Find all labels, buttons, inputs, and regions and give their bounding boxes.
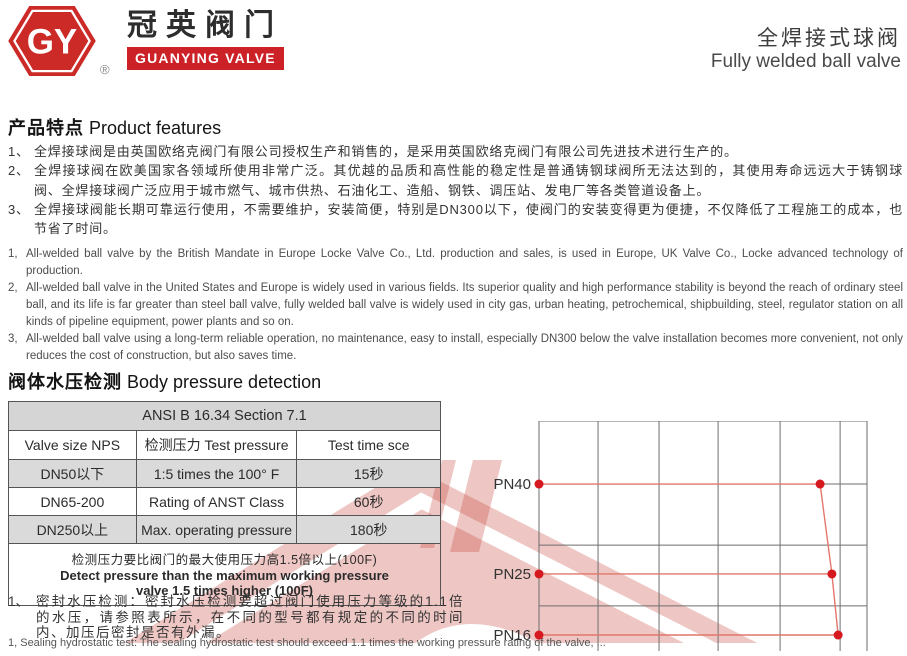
y-axis-tick-label: PN25 (493, 566, 531, 583)
pn-dn-pressure-chart: PN40 PN25 PN16 (493, 420, 873, 651)
table-row: DN65-200 Rating of ANST Class 60秒 (8, 487, 441, 516)
data-point (534, 569, 544, 579)
table-row: DN50以下 1:5 times the 100° F 15秒 (8, 459, 441, 488)
brand-name-chinese: 冠英阀门 (127, 9, 283, 42)
table-cell: DN50以下 (8, 459, 137, 488)
list-item: 2, All-welded ball valve in the United S… (8, 282, 903, 328)
table-header-row: Valve size NPS 检测压力 Test pressure Test t… (8, 430, 441, 460)
product-title-english: Fully welded ball valve (710, 51, 901, 72)
brand-name-english: GUANYING VALVE (127, 47, 284, 70)
chart-svg: PN40 PN25 PN16 (493, 420, 868, 651)
column-header: 检测压力 Test pressure (135, 430, 298, 460)
table-cell: Rating of ANST Class (135, 487, 298, 516)
table-note-english: Detect pressure than the maximum working… (60, 568, 389, 583)
list-item: 3、 全焊接球阀能长期可靠运行使用，不需要维护，安装简便，特别是DN300以下，… (8, 201, 903, 237)
table-cell: 15秒 (296, 459, 441, 488)
svg-text:GY: GY (27, 22, 78, 61)
data-point (534, 630, 544, 640)
data-point (534, 479, 544, 489)
list-item: 2、 全焊接球阀在欧美国家各领域所使用非常广泛。其优越的品质和高性能的稳定性是普… (8, 163, 903, 198)
features-list-chinese: 1、 全焊接球阀是由英国欧络克阀门有限公司授权生产和销售的，是采用英国欧络克阀门… (8, 142, 903, 238)
data-point (827, 569, 837, 579)
table-note-chinese: 检测压力要比阀门的最大使用压力高1.5倍以上(100F) (71, 553, 378, 567)
table-cell: DN65-200 (8, 487, 137, 516)
table-note-english: valve 1.5 times higher (100F) (135, 583, 314, 598)
column-header: Valve size NPS (8, 430, 137, 460)
pn-connector-line (831, 573, 839, 636)
table-note-row: 检测压力要比阀门的最大使用压力高1.5倍以上(100F) Detect pres… (8, 543, 441, 606)
company-logo: GY ® (8, 6, 128, 80)
pn-connector-line (819, 483, 833, 575)
data-point (815, 479, 825, 489)
list-item: 1、 全焊接球阀是由英国欧络克阀门有限公司授权生产和销售的，是采用英国欧络克阀门… (8, 144, 738, 159)
table-cell: Max. operating pressure (135, 515, 298, 544)
table-cell: 1:5 times the 100° F (135, 459, 298, 488)
table-cell: 180秒 (296, 515, 441, 544)
table-cell: DN250以上 (8, 515, 137, 544)
list-item: 1, All-welded ball valve by the British … (8, 248, 903, 277)
section-heading-body-pressure-detection: 阀体水压检测 Body pressure detection (8, 372, 322, 392)
y-axis-tick-label: PN40 (493, 476, 531, 493)
product-title-chinese: 全焊接式球阀 (757, 27, 901, 50)
registered-trademark: ® (100, 62, 110, 77)
table-row: DN250以上 Max. operating pressure 180秒 (8, 515, 441, 544)
list-item: 3, All-welded ball valve using a long-te… (8, 333, 903, 362)
y-axis-tick-label: PN16 (493, 627, 531, 644)
column-header: Test time sce (296, 430, 441, 460)
table-cell: 60秒 (296, 487, 441, 516)
pressure-test-table: ANSI B 16.34 Section 7.1 Valve size NPS … (8, 401, 441, 606)
seal-test-note-chinese: 1、 密封水压检测：密封水压检测要超过阀门使用压力等级的1.1倍的水压，请参照表… (8, 594, 464, 641)
data-point (833, 630, 843, 640)
table-title: ANSI B 16.34 Section 7.1 (8, 401, 441, 431)
gy-hexagon-icon: GY (8, 6, 96, 76)
section-heading-product-features: 产品特点 Product features (8, 118, 222, 138)
features-list-english: 1, All-welded ball valve by the British … (8, 246, 903, 365)
